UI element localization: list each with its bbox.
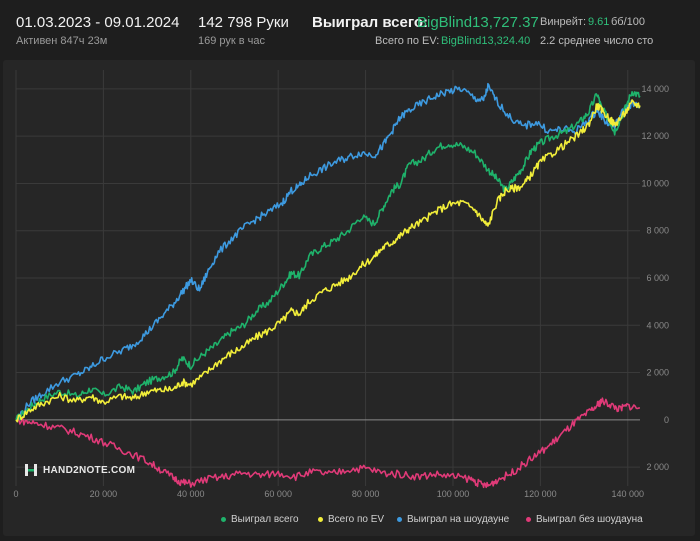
chart-panel — [3, 60, 695, 536]
y-tick-label: 0 — [664, 415, 669, 425]
y-tick-label: 2 000 — [646, 368, 669, 378]
x-tick-label: 120 000 — [524, 489, 557, 499]
total-won-label: Выиграл всего: — [312, 14, 429, 31]
y-tick-label: 2 000 — [646, 462, 669, 472]
x-tick-label: 60 000 — [264, 489, 292, 499]
legend-item-pink[interactable]: Выиграл без шоудауна — [526, 514, 643, 525]
series-lines — [15, 82, 641, 489]
x-tick-label: 20 000 — [90, 489, 118, 499]
legend-item-yellow[interactable]: Всего по EV — [318, 514, 384, 525]
y-tick-labels: 2 000 0 2 000 4 000 6 000 8 000 10 000 12 000 14… — [641, 84, 669, 472]
series-line-yellow[interactable] — [15, 99, 641, 423]
series-line-blue[interactable] — [15, 82, 641, 421]
legend-label: Всего по EV — [328, 514, 385, 525]
y-tick-label: 8 000 — [646, 226, 669, 236]
y-tick-label: 14 000 — [641, 84, 669, 94]
legend-dot-icon — [397, 517, 402, 522]
y-tick-label: 6 000 — [646, 273, 669, 283]
ev-total-label: Всего по EV: — [375, 35, 440, 47]
legend-label: Выиграл на шоудауне — [407, 514, 510, 525]
hands-count: 142 798 Руки — [198, 14, 289, 31]
y-tick-label: 12 000 — [641, 131, 669, 141]
hand2note-logo: HAND2NOTE.COM — [24, 463, 135, 477]
hands-per-hour: 169 рук в час — [198, 35, 266, 47]
x-tick-label: 0 — [13, 489, 18, 499]
winrate-unit: бб/100 — [611, 16, 646, 28]
stats-header: 01.03.2023 - 09.01.2024 Активен 847ч 23м… — [0, 0, 700, 55]
series-line-pink[interactable] — [15, 397, 640, 489]
x-tick-labels: 0 20 000 40 000 60 000 80 000 100 000 120 000 1… — [13, 489, 644, 499]
logo-text: HAND2NOTE.COM — [43, 464, 136, 476]
legend-dot-icon — [221, 517, 226, 522]
date-range[interactable]: 01.03.2023 - 09.01.2024 — [16, 14, 180, 31]
legend-label: Выиграл без шоудауна — [536, 514, 643, 525]
legend-item-green[interactable]: Выиграл всего — [221, 514, 299, 525]
total-won-value: BigBlind13,727.37 — [417, 14, 539, 31]
active-time: Активен 847ч 23м — [16, 35, 108, 47]
winrate-label: Винрейт: — [540, 16, 587, 28]
winrate-value: 9.61 — [588, 16, 610, 28]
legend-label: Выиграл всего — [231, 514, 299, 525]
ev-total-value: BigBlind13,324.40 — [441, 35, 531, 47]
series-line-green[interactable] — [15, 91, 641, 421]
x-tick-label: 80 000 — [352, 489, 380, 499]
x-tick-label: 40 000 — [177, 489, 205, 499]
x-tick-label: 100 000 — [437, 489, 470, 499]
hand2note-logo-icon — [25, 464, 37, 476]
average-stack-text: 2.2 среднее число сто — [540, 35, 654, 47]
legend-item-blue[interactable]: Выиграл на шоудауне — [397, 514, 509, 525]
chart-legend: Выиграл всего Всего по EV Выиграл на шоуда… — [0, 514, 700, 528]
y-tick-label: 10 000 — [641, 178, 669, 188]
y-tick-label: 4 000 — [646, 320, 669, 330]
grid-lines — [15, 70, 640, 486]
x-tick-label: 140 000 — [611, 489, 644, 499]
legend-dot-icon — [526, 517, 531, 522]
legend-dot-icon — [318, 517, 323, 522]
